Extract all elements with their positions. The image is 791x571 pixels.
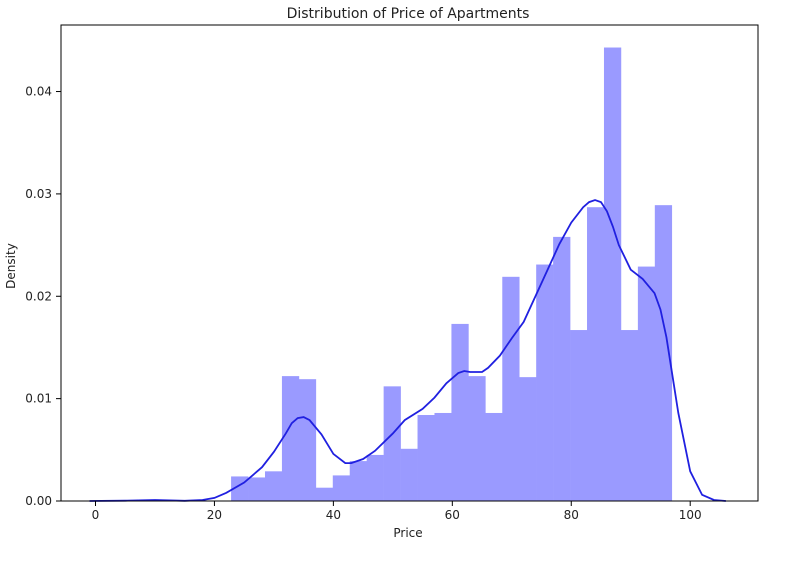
- x-tick-label: 100: [679, 508, 702, 522]
- histogram-bar: [502, 276, 520, 501]
- histogram-bar: [485, 412, 503, 501]
- x-tick-label: 20: [207, 508, 222, 522]
- histogram-bar: [553, 236, 571, 501]
- histogram-bar: [587, 207, 605, 501]
- histogram-bar: [264, 471, 283, 501]
- histogram-bar: [315, 487, 334, 501]
- histogram-bar: [536, 264, 554, 501]
- x-tick-label: 40: [326, 508, 341, 522]
- y-tick-label: 0.03: [25, 187, 52, 201]
- histogram-bar: [570, 330, 588, 501]
- histogram-bar: [451, 323, 469, 501]
- histogram-bar: [383, 386, 401, 501]
- chart-title: Distribution of Price of Apartments: [287, 6, 530, 22]
- x-tick-label: 0: [92, 508, 100, 522]
- histogram-bar: [332, 475, 351, 501]
- y-axis-title: Density: [4, 243, 18, 289]
- histogram-bar: [468, 376, 486, 501]
- x-axis-title: Price: [393, 526, 422, 540]
- histogram-bar: [603, 47, 622, 501]
- histogram-bar: [349, 461, 367, 501]
- histogram-bar: [281, 376, 300, 501]
- histogram-bar: [519, 377, 537, 501]
- x-axis: 0 20 40 60 80 100: [92, 501, 702, 522]
- histogram-bar: [417, 415, 435, 501]
- y-axis: 0.00 0.01 0.02 0.03 0.04: [25, 85, 61, 508]
- y-tick-label: 0.04: [25, 85, 52, 99]
- x-tick-label: 80: [564, 508, 579, 522]
- y-tick-label: 0.00: [25, 494, 52, 508]
- histogram-bar: [400, 448, 418, 501]
- histogram-bar: [298, 379, 317, 501]
- x-tick-label: 60: [445, 508, 460, 522]
- histogram-bars: [231, 47, 673, 501]
- histogram-bar: [366, 454, 384, 501]
- histogram-bar: [637, 266, 656, 501]
- histogram-bar: [434, 412, 452, 501]
- y-tick-label: 0.02: [25, 289, 52, 303]
- histogram-bar: [248, 477, 266, 501]
- y-tick-label: 0.01: [25, 392, 52, 406]
- plot-frame: [60, 24, 759, 502]
- histogram-bar: [654, 205, 673, 501]
- kde-curve: [89, 199, 726, 502]
- histogram-bar: [620, 330, 639, 501]
